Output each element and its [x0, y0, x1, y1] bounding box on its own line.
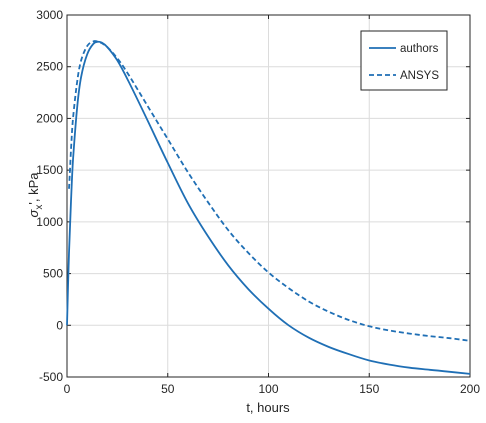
x-tick-label: 50	[161, 382, 175, 396]
legend-box	[360, 30, 448, 91]
series-line-authors	[66, 40, 471, 375]
legend: authors ANSYS	[360, 30, 448, 91]
x-tick-label: 100	[258, 382, 278, 396]
x-tick-label: 200	[460, 382, 480, 396]
series-line-ansys	[68, 40, 471, 342]
y-axis-label-suffix: ', kPa	[26, 172, 41, 205]
x-tick-label: 150	[359, 382, 379, 396]
y-tick-label: -500	[39, 370, 63, 384]
y-axis-label-symbol: σ	[26, 208, 41, 217]
y-tick-label: 1500	[36, 163, 63, 177]
tick-marks	[66, 14, 471, 378]
y-tick-label: 2000	[36, 111, 63, 125]
x-axis-label: t, hours	[246, 400, 290, 415]
y-tick-labels: -500 0 500 1000 1500 2000 2500 3000	[36, 8, 63, 384]
x-tick-label: 0	[64, 382, 71, 396]
y-tick-label: 1000	[36, 215, 63, 229]
y-tick-label: 2500	[36, 60, 63, 74]
series-lines	[66, 40, 471, 375]
y-axis-label: σx', kPa	[26, 172, 45, 218]
y-axis-label-subscript: x	[34, 205, 45, 210]
y-tick-label: 0	[56, 318, 63, 332]
y-tick-label: 500	[43, 267, 63, 281]
legend-label-authors: authors	[400, 43, 439, 55]
legend-label-ansys: ANSYS	[400, 70, 439, 82]
grid	[66, 14, 471, 378]
y-tick-label: 3000	[36, 8, 63, 22]
x-tick-labels: 0 50 100 150 200	[64, 382, 481, 396]
